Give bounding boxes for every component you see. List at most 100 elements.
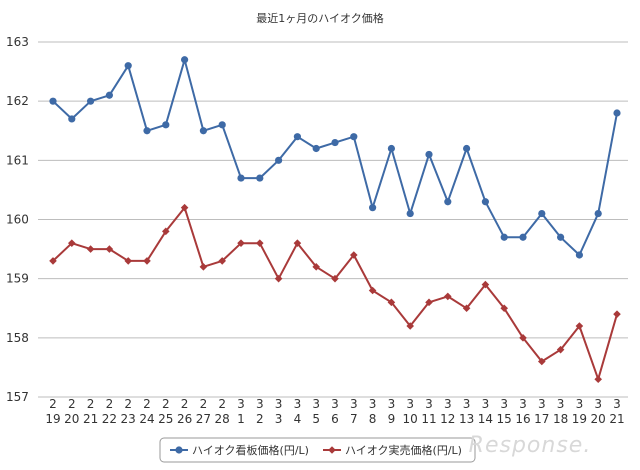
- data-point: [218, 121, 226, 129]
- chart-legend: ハイオク看板価格(円/L) ハイオク実売価格(円/L): [159, 437, 476, 463]
- x-tick-label-day: 20: [64, 412, 79, 426]
- watermark-logo: Response.: [469, 433, 592, 458]
- data-point: [500, 233, 508, 241]
- x-tick-label-month: 3: [519, 397, 527, 411]
- data-point: [369, 204, 377, 212]
- x-tick-label-day: 18: [553, 412, 568, 426]
- x-tick-label-day: 14: [478, 412, 493, 426]
- data-point: [124, 62, 132, 70]
- x-tick-label-month: 3: [425, 397, 433, 411]
- legend-marker: [328, 446, 336, 454]
- data-point: [350, 251, 358, 259]
- x-tick-label-day: 27: [196, 412, 211, 426]
- data-point: [293, 239, 302, 247]
- data-point: [331, 138, 339, 147]
- data-point: [444, 292, 452, 301]
- x-tick-label-month: 3: [369, 397, 377, 411]
- y-tick-label: 158: [6, 331, 29, 345]
- data-point: [143, 127, 151, 135]
- data-point: [594, 209, 602, 218]
- x-tick-label-month: 3: [538, 397, 546, 411]
- data-point: [519, 334, 527, 342]
- x-axis-ticks: 2192202212222232242252262272283132333435…: [45, 397, 624, 426]
- x-tick-label-day: 13: [459, 412, 474, 426]
- x-tick-label-day: 20: [591, 412, 606, 426]
- data-point: [256, 174, 264, 182]
- x-tick-label-month: 3: [594, 397, 602, 411]
- data-point: [86, 245, 95, 253]
- legend-label: ハイオク看板価格(円/L): [192, 443, 309, 457]
- x-tick-label-month: 2: [181, 397, 189, 411]
- data-point: [143, 257, 151, 265]
- x-tick-label-month: 2: [143, 397, 151, 411]
- data-point: [481, 198, 489, 206]
- legend-box: [159, 437, 476, 463]
- x-tick-label-day: 4: [294, 412, 302, 426]
- x-tick-label-day: 22: [102, 412, 117, 426]
- data-point: [312, 263, 320, 271]
- series-1: [49, 56, 621, 259]
- x-tick-label-month: 3: [294, 397, 302, 411]
- x-tick-label-month: 3: [500, 397, 508, 411]
- x-tick-label-month: 3: [275, 397, 283, 411]
- x-tick-label-day: 17: [534, 412, 549, 426]
- data-point: [124, 257, 132, 265]
- x-tick-label-day: 15: [497, 412, 512, 426]
- data-point: [180, 203, 189, 212]
- x-tick-label-month: 2: [49, 397, 57, 411]
- y-axis-ticks: 157 158 159 160 161 162 163: [6, 35, 29, 404]
- data-point: [68, 239, 76, 247]
- x-tick-label-day: 12: [440, 412, 455, 426]
- data-point: [425, 150, 433, 159]
- x-tick-label-day: 28: [215, 412, 230, 426]
- data-point: [575, 251, 584, 259]
- x-tick-label-day: 2: [256, 412, 264, 426]
- x-tick-label-month: 2: [124, 397, 132, 411]
- x-tick-label-month: 2: [162, 397, 170, 411]
- x-tick-label-month: 3: [312, 397, 320, 411]
- data-point: [425, 298, 433, 307]
- x-tick-label-month: 3: [406, 397, 414, 411]
- x-tick-label-day: 21: [609, 412, 624, 426]
- data-point: [199, 127, 207, 135]
- data-point: [49, 97, 57, 105]
- x-tick-label-month: 3: [331, 397, 339, 411]
- data-point: [105, 91, 113, 99]
- y-tick-label: 160: [6, 213, 29, 227]
- data-point: [237, 174, 245, 182]
- data-point: [87, 97, 95, 105]
- x-tick-label-day: 11: [421, 412, 436, 426]
- data-point: [68, 115, 76, 123]
- data-point: [519, 233, 527, 241]
- x-tick-label-day: 7: [350, 412, 358, 426]
- data-point: [274, 274, 283, 283]
- data-point: [557, 233, 565, 241]
- data-point: [594, 375, 602, 384]
- data-point: [463, 144, 471, 153]
- data-point: [218, 257, 226, 265]
- x-tick-label-day: 6: [331, 412, 339, 426]
- y-tick-label: 157: [6, 390, 29, 404]
- x-tick-label-month: 3: [350, 397, 358, 411]
- data-point: [350, 133, 358, 141]
- data-point: [406, 209, 414, 218]
- x-tick-label-month: 2: [106, 397, 114, 411]
- series-line: [52, 206, 618, 381]
- data-point: [162, 121, 170, 129]
- x-tick-label-month: 3: [576, 397, 584, 411]
- x-tick-label-day: 5: [312, 412, 320, 426]
- data-point: [444, 198, 452, 206]
- data-point: [500, 304, 508, 313]
- x-tick-label-day: 10: [403, 412, 418, 426]
- x-tick-label-month: 3: [557, 397, 565, 411]
- data-point: [275, 156, 283, 164]
- y-tick-label: 163: [6, 35, 29, 49]
- y-tick-label: 162: [6, 94, 29, 108]
- x-tick-label-month: 3: [444, 397, 452, 411]
- data-point: [256, 239, 264, 247]
- x-tick-label-month: 3: [463, 397, 471, 411]
- data-point: [199, 263, 208, 271]
- x-tick-label-day: 24: [139, 412, 154, 426]
- data-point: [312, 144, 320, 153]
